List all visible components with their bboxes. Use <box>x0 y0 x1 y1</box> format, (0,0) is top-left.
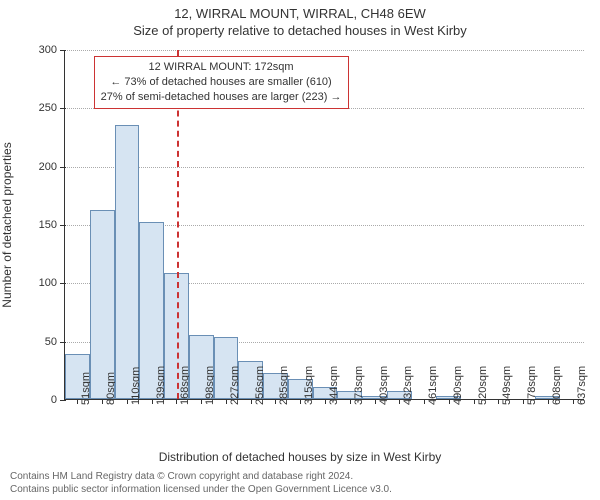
x-tick-label: 432sqm <box>402 366 414 405</box>
x-tick-mark <box>275 399 276 404</box>
y-tick-label: 200 <box>39 161 65 173</box>
grid-line <box>65 167 584 168</box>
x-tick-label: 578sqm <box>526 366 538 405</box>
x-tick-label: 344sqm <box>328 366 340 405</box>
x-tick-label: 520sqm <box>477 366 489 405</box>
x-tick-mark <box>102 399 103 404</box>
footer-line2: Contains public sector information licen… <box>10 483 392 496</box>
x-tick-label: 403sqm <box>378 366 390 405</box>
y-axis-label: Number of detached properties <box>0 142 14 307</box>
x-tick-label: 637sqm <box>576 366 588 405</box>
x-tick-mark <box>548 399 549 404</box>
histogram-bar <box>90 210 115 399</box>
y-tick-label: 300 <box>39 44 65 56</box>
footer: Contains HM Land Registry data © Crown c… <box>10 470 392 496</box>
plot-area: 05010015020025030051sqm80sqm110sqm139sqm… <box>64 50 584 400</box>
histogram-bar <box>115 125 140 399</box>
x-tick-mark <box>251 399 252 404</box>
x-tick-label: 461sqm <box>427 366 439 405</box>
marker-info-line: 12 WIRRAL MOUNT: 172sqm <box>101 60 342 75</box>
x-tick-label: 315sqm <box>303 366 315 405</box>
x-tick-mark <box>350 399 351 404</box>
x-tick-label: 490sqm <box>452 366 464 405</box>
marker-info-line: ← 73% of detached houses are smaller (61… <box>101 75 342 90</box>
x-tick-label: 549sqm <box>501 366 513 405</box>
y-tick-label: 50 <box>45 336 65 348</box>
grid-line <box>65 50 584 51</box>
footer-line1: Contains HM Land Registry data © Crown c… <box>10 470 392 483</box>
y-tick-label: 150 <box>39 219 65 231</box>
x-tick-mark <box>77 399 78 404</box>
x-tick-mark <box>399 399 400 404</box>
x-tick-mark <box>498 399 499 404</box>
x-tick-mark <box>523 399 524 404</box>
title-subtitle: Size of property relative to detached ho… <box>0 21 600 38</box>
y-tick-label: 250 <box>39 102 65 114</box>
x-tick-mark <box>325 399 326 404</box>
x-tick-mark <box>127 399 128 404</box>
x-tick-mark <box>300 399 301 404</box>
x-tick-mark <box>201 399 202 404</box>
x-tick-label: 608sqm <box>551 366 563 405</box>
chart-container: 12, WIRRAL MOUNT, WIRRAL, CH48 6EW Size … <box>0 0 600 500</box>
x-tick-label: 373sqm <box>353 366 365 405</box>
x-tick-mark <box>176 399 177 404</box>
x-tick-mark <box>449 399 450 404</box>
x-tick-mark <box>424 399 425 404</box>
marker-info-line: 27% of semi-detached houses are larger (… <box>101 90 342 105</box>
x-tick-mark <box>375 399 376 404</box>
x-tick-mark <box>573 399 574 404</box>
y-tick-label: 100 <box>39 277 65 289</box>
x-tick-mark <box>226 399 227 404</box>
marker-info-box: 12 WIRRAL MOUNT: 172sqm← 73% of detached… <box>94 56 349 109</box>
y-axis-label-wrap: Number of detached properties <box>0 50 22 400</box>
title-address: 12, WIRRAL MOUNT, WIRRAL, CH48 6EW <box>0 0 600 21</box>
x-axis-label: Distribution of detached houses by size … <box>0 450 600 464</box>
x-tick-mark <box>474 399 475 404</box>
y-tick-label: 0 <box>51 394 65 406</box>
x-tick-mark <box>152 399 153 404</box>
